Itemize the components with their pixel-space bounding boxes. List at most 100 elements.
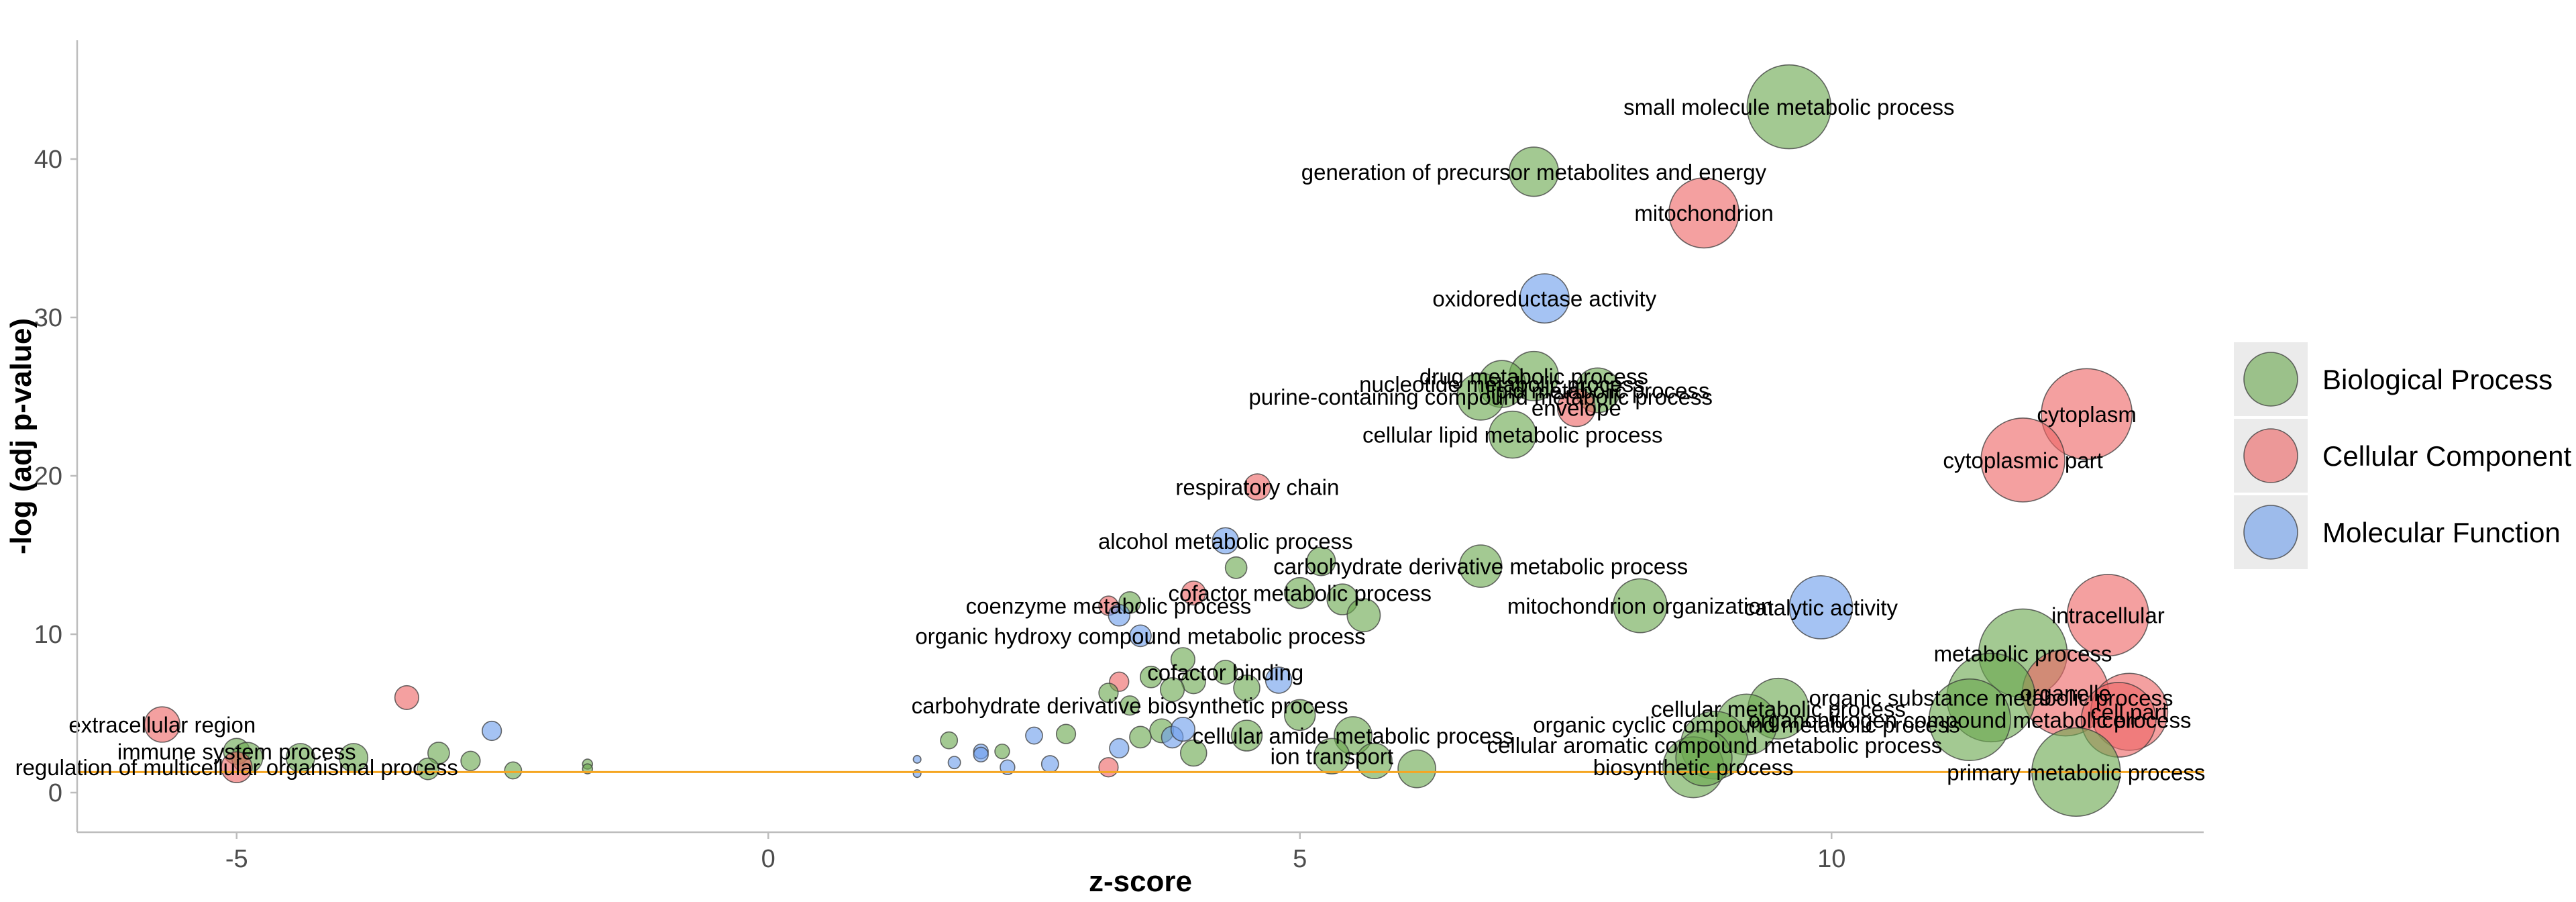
y-tick-label: 20 [34,462,62,491]
bubble-cellular-component-12 [1244,473,1271,501]
bubble-biological-process-16 [1224,556,1248,579]
bubble-label: extracellular region [68,713,256,738]
bubble-label: cofactor metabolic process [1168,581,1432,606]
bubble-biological-process-30 [1170,647,1195,672]
bubble-label: cellular amide metabolic process [1193,723,1514,748]
bubble-label: mitochondrion organization [1507,594,1773,619]
bubble-label: mitochondrion [1634,201,1773,225]
bubble-label: generation of precursor metabolites and … [1301,160,1767,185]
bubble-molecular-function-23 [1108,603,1131,627]
y-tick-label: 40 [34,146,62,174]
bubble-label: cellular metabolic process [1651,697,1906,721]
legend-label-biological-process: Biological Process [2322,364,2553,395]
bubble-biological-process-15 [1458,544,1503,588]
bubble-biological-process-54 [1055,723,1077,744]
bubble-biological-process-56 [940,731,959,750]
bubble-biological-process-48 [1230,719,1263,752]
bubble-molecular-function-53 [1170,717,1195,742]
bubble-label: organelle [2020,681,2111,705]
bubble-cellular-component-2 [1668,177,1740,249]
y-tick-label: 10 [34,621,62,649]
bubble-molecular-function-13 [1212,527,1240,555]
bubble-label: drug metabolic process [1419,364,1648,389]
x-axis-title: z-score [1089,865,1192,898]
bubble-cellular-component-10 [2041,368,2133,460]
bubble-molecular-function-35 [1265,666,1293,694]
bubble-label: small molecule metabolic process [1623,95,1954,119]
y-tick-label: 0 [48,779,62,807]
x-axis-ticks: -5 0 5 10 [225,832,1845,873]
legend-key-cellular-component [2243,428,2298,483]
bubble-biological-process-20 [1613,578,1668,634]
x-tick-label: 5 [1293,845,1307,873]
bubble-label: cofactor binding [1147,660,1303,685]
bubble-molecular-function-61 [1000,759,1016,775]
bubble-label: organic cyclic compound metabolic proces… [1533,713,1960,738]
bubble-biological-process-59 [994,743,1010,760]
bubble-label: cellular aromatic compound metabolic pro… [1487,733,1943,758]
y-tick-label: 30 [34,304,62,332]
bubble-label: purine-containing compound metabolic pro… [1248,385,1713,409]
bubble-label: cytoplasm [2037,402,2137,427]
bubble-cellular-component-80 [394,685,419,710]
bubble-label-layer: small molecule metabolic process generati… [15,95,2206,785]
bubble-label: carbohydrate derivative metabolic proces… [1273,554,1688,579]
bubble-biological-process-70 [1397,749,1436,789]
bubble-biological-process-17 [1284,577,1316,609]
legend-label-cellular-component: Cellular Component [2322,440,2572,472]
bubble-molecular-function-67 [912,754,922,764]
bubble-label: cytoplasmic part [1943,448,2102,472]
y-axis-ticks: 0 10 20 30 40 [34,146,77,807]
bubble-biological-process-85 [504,761,523,780]
bubble-cellular-component-74 [144,706,180,743]
bubble-label: nucleotide metabolic process [1359,372,1645,397]
bubble-label: regulation of multicellular organismal p… [15,755,458,780]
bubble-label: lipid metabolic process [1486,379,1710,403]
bubble-biological-process-81 [427,742,450,764]
bubble-cellular-component-63 [1098,757,1119,778]
bubble-biological-process-9 [1488,410,1537,459]
bubble-label: respiratory chain [1175,475,1339,500]
bubble-biological-process-7 [1456,372,1505,421]
bubble-cellular-component-11 [1980,417,2065,503]
bubble-molecular-function-66 [912,769,922,779]
bubble-molecular-function-58 [973,746,989,763]
bubble-biological-process-38 [1098,683,1119,703]
bubble-molecular-function-27 [1129,624,1152,648]
bubble-cellular-component-26 [2066,574,2149,657]
x-tick-label: -5 [225,845,248,873]
bubble-biological-process-32 [1140,665,1163,689]
bubble-cellular-component-18 [1181,581,1206,606]
bubble-biological-process-24 [1346,598,1381,633]
bubble-biological-process-43 [1928,678,2011,761]
bubble-biological-process-0 [1746,64,1832,150]
x-tick-label: 10 [1817,845,1845,873]
bubble-biological-process-14 [1306,546,1336,577]
bubble-label: metabolic process [1934,641,2112,666]
bubble-label: cell [2102,707,2135,732]
bubble-molecular-function-55 [1025,726,1043,745]
bubble-biological-process-82 [417,757,439,781]
bubble-label: envelope [1532,396,1621,421]
legend-label-molecular-function: Molecular Function [2322,517,2561,548]
bubble-label: organonitrogen compound metabolic proces… [1748,707,2191,732]
bubble-label: organic substance metabolic process [1809,685,2174,710]
y-axis-title: -log (adj p-value) [5,318,38,554]
bubble-biological-process-65 [1179,739,1208,767]
bubble-molecular-function-84 [482,720,502,742]
x-tick-label: 0 [761,845,775,873]
bubble-cellular-component-77 [221,751,253,783]
bubble-label: catalytic activity [1744,595,1898,620]
bubble-cellular-component-8 [1556,388,1596,428]
bubble-label: cellular lipid metabolic process [1362,423,1663,448]
bubble-label: biosynthetic process [1593,755,1794,780]
bubble-label: primary metabolic process [1947,760,2205,785]
bubble-biological-process-83 [460,750,481,771]
bubble-label: cell part [2090,700,2168,725]
bubble-biological-process-47 [1284,699,1316,732]
bubble-molecular-function-62 [1040,755,1059,773]
bubble-label: intracellular [2051,603,2165,628]
bubble-biological-process-37 [1159,677,1185,703]
legend: Biological Process Cellular Component Mole… [2234,342,2572,569]
